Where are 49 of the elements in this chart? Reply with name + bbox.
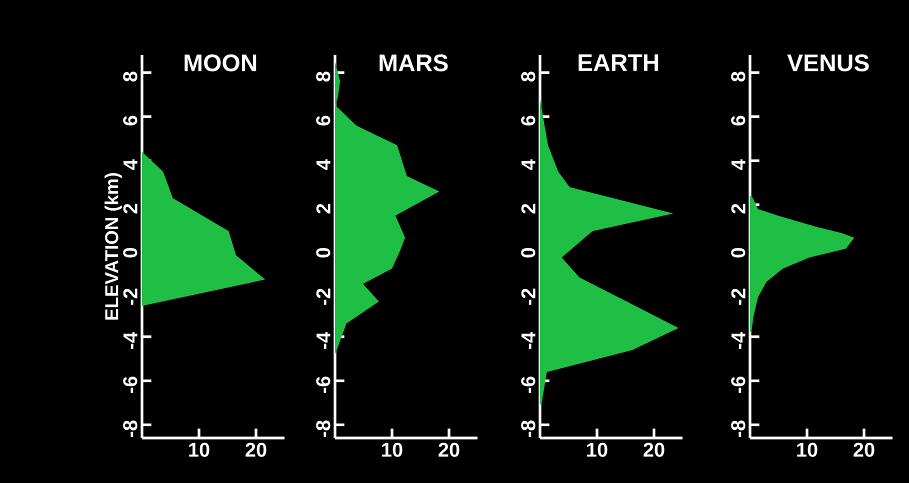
- y-tick-label: 2: [731, 204, 746, 214]
- y-tick-label: -8: [316, 420, 330, 437]
- y-tick-label: 4: [124, 159, 138, 170]
- y-tick-label: 8: [521, 72, 536, 82]
- y-tick-label: -6: [316, 376, 330, 393]
- y-tick-label: 0: [731, 248, 746, 258]
- x-tick-label: 10: [189, 442, 210, 457]
- y-tick-label: 6: [316, 116, 330, 126]
- x-tick-label: 20: [644, 442, 664, 457]
- x-tick-label: 10: [587, 442, 608, 457]
- chart-title: MARS: [380, 54, 448, 72]
- y-tick-label: -2: [316, 288, 330, 305]
- y-tick-label: 0: [123, 248, 138, 258]
- y-tick-label: 4: [316, 159, 330, 170]
- y-tick-label: -4: [124, 332, 138, 349]
- y-tick-label: 2: [123, 204, 138, 214]
- y-tick-label: 6: [521, 116, 536, 126]
- x-tick-label: 10: [382, 442, 402, 457]
- y-tick-label: 2: [316, 204, 330, 214]
- chart-title: VENUS: [787, 54, 869, 72]
- x-tick-label: 10: [797, 442, 818, 457]
- y-tick-label: -4: [732, 332, 746, 349]
- y-tick-label: 4: [732, 159, 746, 170]
- chart-title: EARTH: [578, 54, 658, 71]
- chart-title: MOON: [184, 54, 256, 72]
- y-tick-label: -2: [123, 288, 138, 305]
- x-tick-label: 20: [246, 442, 266, 457]
- y-tick-label: -8: [521, 420, 536, 437]
- y-tick-label: 0: [316, 248, 330, 258]
- y-tick-label: -8: [731, 420, 746, 437]
- y-tick-label: 6: [123, 116, 138, 126]
- y-tick-label: 8: [731, 72, 746, 82]
- y-tick-label: 8: [316, 72, 330, 82]
- y-tick-label: -6: [123, 376, 138, 393]
- y-tick-label: -2: [521, 288, 536, 305]
- y-tick-label: 0: [521, 248, 536, 258]
- y-tick-label: 4: [522, 159, 536, 170]
- x-tick-label: 20: [438, 442, 460, 457]
- y-tick-label: -2: [731, 288, 746, 305]
- y-tick-label: -6: [521, 376, 536, 393]
- y-tick-label: -4: [522, 332, 536, 349]
- y-axis-title: ELEVATION (km): [104, 173, 122, 320]
- y-tick-label: -4: [316, 332, 330, 349]
- x-tick-label: 20: [854, 442, 874, 457]
- y-tick-label: -6: [731, 376, 746, 393]
- y-tick-label: 6: [731, 116, 746, 126]
- y-tick-label: 2: [521, 204, 536, 214]
- y-tick-label: -8: [123, 420, 138, 437]
- y-tick-label: 8: [123, 72, 138, 82]
